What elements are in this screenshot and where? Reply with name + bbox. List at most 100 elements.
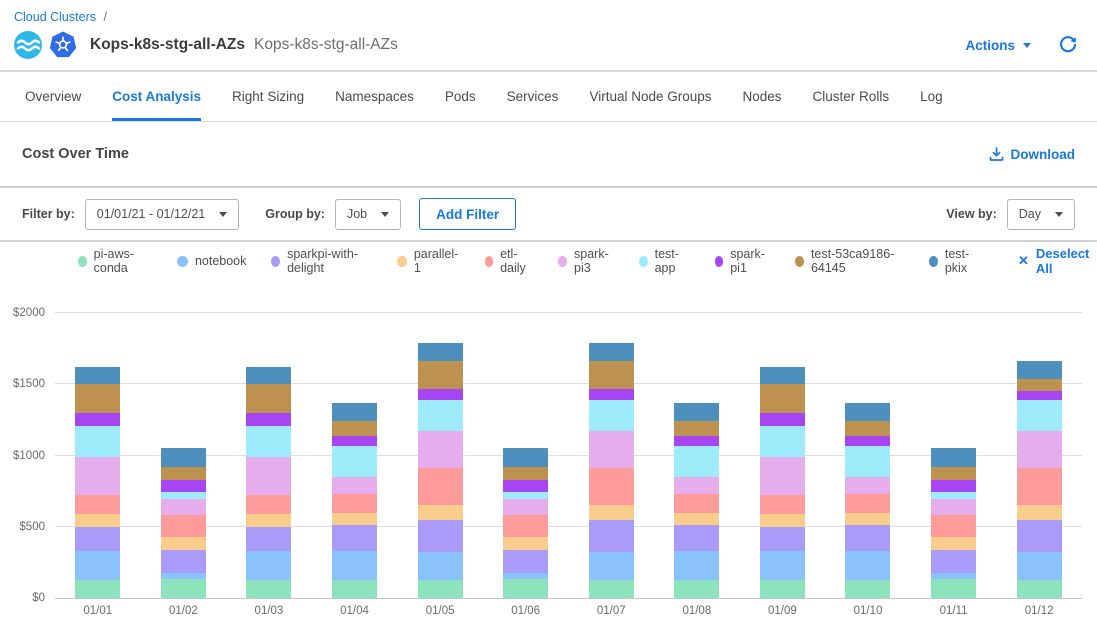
- bar-segment-etl-daily[interactable]: [589, 468, 634, 505]
- bar-segment-notebook[interactable]: [1017, 552, 1062, 581]
- tab-cluster-rolls[interactable]: Cluster Rolls: [813, 72, 890, 121]
- legend-item-test-53ca9186-64145[interactable]: test-53ca9186-64145: [795, 247, 904, 275]
- bar-segment-test-53ca9186-64145[interactable]: [161, 467, 206, 480]
- bar-segment-spark-pi1[interactable]: [845, 436, 890, 446]
- bar-segment-etl-daily[interactable]: [418, 468, 463, 505]
- bar-segment-parallel-1[interactable]: [760, 514, 805, 527]
- bar-segment-parallel-1[interactable]: [75, 514, 120, 527]
- bar-segment-test-53ca9186-64145[interactable]: [931, 467, 976, 480]
- bar-segment-spark-pi1[interactable]: [418, 389, 463, 400]
- bar-segment-test-pkix[interactable]: [760, 367, 805, 384]
- date-range-select[interactable]: 01/01/21 - 01/12/21: [85, 199, 239, 230]
- bar-segment-test-pkix[interactable]: [589, 343, 634, 362]
- bar-segment-etl-daily[interactable]: [845, 494, 890, 513]
- bar-segment-notebook[interactable]: [332, 551, 377, 580]
- actions-button[interactable]: Actions: [965, 38, 1031, 53]
- bar-segment-test-app[interactable]: [246, 426, 291, 457]
- stacked-bar-01/11[interactable]: [931, 448, 976, 598]
- bar-segment-etl-daily[interactable]: [246, 495, 291, 514]
- bar-segment-notebook[interactable]: [75, 551, 120, 580]
- bar-segment-test-pkix[interactable]: [75, 367, 120, 384]
- bar-segment-sparkpi-with-delight[interactable]: [1017, 520, 1062, 552]
- bar-segment-test-53ca9186-64145[interactable]: [760, 384, 805, 413]
- bar-segment-test-app[interactable]: [845, 446, 890, 477]
- bar-segment-test-app[interactable]: [332, 446, 377, 477]
- legend-item-test-app[interactable]: test-app: [639, 247, 690, 275]
- bar-segment-test-pkix[interactable]: [845, 403, 890, 422]
- bar-segment-test-app[interactable]: [589, 400, 634, 431]
- bar-segment-pi-aws-conda[interactable]: [674, 580, 719, 598]
- bar-segment-pi-aws-conda[interactable]: [1017, 580, 1062, 598]
- legend-item-spark-pi3[interactable]: spark-pi3: [558, 247, 614, 275]
- tab-services[interactable]: Services: [507, 72, 559, 121]
- bar-segment-test-53ca9186-64145[interactable]: [674, 421, 719, 436]
- bar-segment-parallel-1[interactable]: [418, 505, 463, 519]
- bar-segment-spark-pi1[interactable]: [246, 413, 291, 426]
- bar-segment-spark-pi1[interactable]: [1017, 391, 1062, 400]
- bar-segment-spark-pi1[interactable]: [161, 480, 206, 492]
- bar-segment-etl-daily[interactable]: [161, 515, 206, 536]
- bar-segment-notebook[interactable]: [418, 552, 463, 581]
- bar-segment-test-app[interactable]: [75, 426, 120, 457]
- bar-segment-test-pkix[interactable]: [674, 403, 719, 422]
- bar-segment-test-app[interactable]: [161, 492, 206, 499]
- bar-segment-parallel-1[interactable]: [845, 513, 890, 526]
- stacked-bar-01/10[interactable]: [845, 403, 890, 598]
- bar-segment-etl-daily[interactable]: [674, 494, 719, 513]
- stacked-bar-01/12[interactable]: [1017, 361, 1062, 598]
- bar-segment-spark-pi3[interactable]: [246, 457, 291, 495]
- bar-segment-pi-aws-conda[interactable]: [760, 580, 805, 598]
- bar-segment-pi-aws-conda[interactable]: [246, 580, 291, 598]
- group-by-select[interactable]: Job: [335, 199, 401, 230]
- bar-segment-test-pkix[interactable]: [332, 403, 377, 422]
- bar-segment-sparkpi-with-delight[interactable]: [760, 527, 805, 551]
- tab-cost-analysis[interactable]: Cost Analysis: [112, 72, 201, 121]
- bar-segment-spark-pi3[interactable]: [674, 477, 719, 494]
- bar-segment-test-app[interactable]: [760, 426, 805, 457]
- bar-segment-spark-pi3[interactable]: [760, 457, 805, 495]
- bar-segment-etl-daily[interactable]: [75, 495, 120, 514]
- bar-segment-sparkpi-with-delight[interactable]: [75, 527, 120, 551]
- bar-segment-spark-pi3[interactable]: [418, 431, 463, 468]
- deselect-all-button[interactable]: ✕ Deselect All: [1018, 246, 1097, 276]
- bar-segment-test-pkix[interactable]: [161, 448, 206, 467]
- bar-segment-pi-aws-conda[interactable]: [75, 580, 120, 598]
- tab-right-sizing[interactable]: Right Sizing: [232, 72, 304, 121]
- bar-segment-test-53ca9186-64145[interactable]: [589, 361, 634, 389]
- stacked-bar-01/03[interactable]: [246, 367, 291, 598]
- view-by-select[interactable]: Day: [1007, 199, 1075, 230]
- legend-item-parallel-1[interactable]: parallel-1: [397, 247, 459, 275]
- bar-segment-spark-pi1[interactable]: [589, 389, 634, 400]
- bar-segment-spark-pi3[interactable]: [1017, 431, 1062, 469]
- bar-segment-pi-aws-conda[interactable]: [332, 580, 377, 598]
- bar-segment-notebook[interactable]: [760, 551, 805, 580]
- bar-segment-pi-aws-conda[interactable]: [589, 580, 634, 598]
- bar-segment-notebook[interactable]: [589, 552, 634, 581]
- bar-segment-etl-daily[interactable]: [760, 495, 805, 514]
- bar-segment-parallel-1[interactable]: [503, 537, 548, 550]
- bar-segment-notebook[interactable]: [674, 551, 719, 580]
- bar-segment-spark-pi3[interactable]: [503, 499, 548, 515]
- bar-segment-test-pkix[interactable]: [1017, 361, 1062, 379]
- bar-segment-spark-pi3[interactable]: [931, 499, 976, 515]
- legend-item-test-pkix[interactable]: test-pkix: [929, 247, 981, 275]
- bar-segment-test-53ca9186-64145[interactable]: [75, 384, 120, 413]
- bar-segment-sparkpi-with-delight[interactable]: [674, 525, 719, 551]
- bar-segment-test-app[interactable]: [418, 400, 463, 431]
- bar-segment-etl-daily[interactable]: [503, 515, 548, 536]
- bar-segment-spark-pi3[interactable]: [161, 499, 206, 515]
- bar-segment-test-pkix[interactable]: [503, 448, 548, 467]
- bar-segment-sparkpi-with-delight[interactable]: [589, 520, 634, 552]
- stacked-bar-01/08[interactable]: [674, 403, 719, 598]
- bar-segment-pi-aws-conda[interactable]: [161, 579, 206, 598]
- bar-segment-test-53ca9186-64145[interactable]: [845, 421, 890, 436]
- tab-namespaces[interactable]: Namespaces: [335, 72, 414, 121]
- bar-segment-spark-pi1[interactable]: [760, 413, 805, 426]
- legend-item-etl-daily[interactable]: etl-daily: [485, 247, 534, 275]
- bar-segment-test-53ca9186-64145[interactable]: [503, 467, 548, 480]
- bar-segment-parallel-1[interactable]: [161, 537, 206, 550]
- bar-segment-test-pkix[interactable]: [418, 343, 463, 362]
- breadcrumb-link-cloud-clusters[interactable]: Cloud Clusters: [14, 10, 96, 24]
- bar-segment-test-pkix[interactable]: [931, 448, 976, 467]
- refresh-icon[interactable]: [1059, 36, 1077, 54]
